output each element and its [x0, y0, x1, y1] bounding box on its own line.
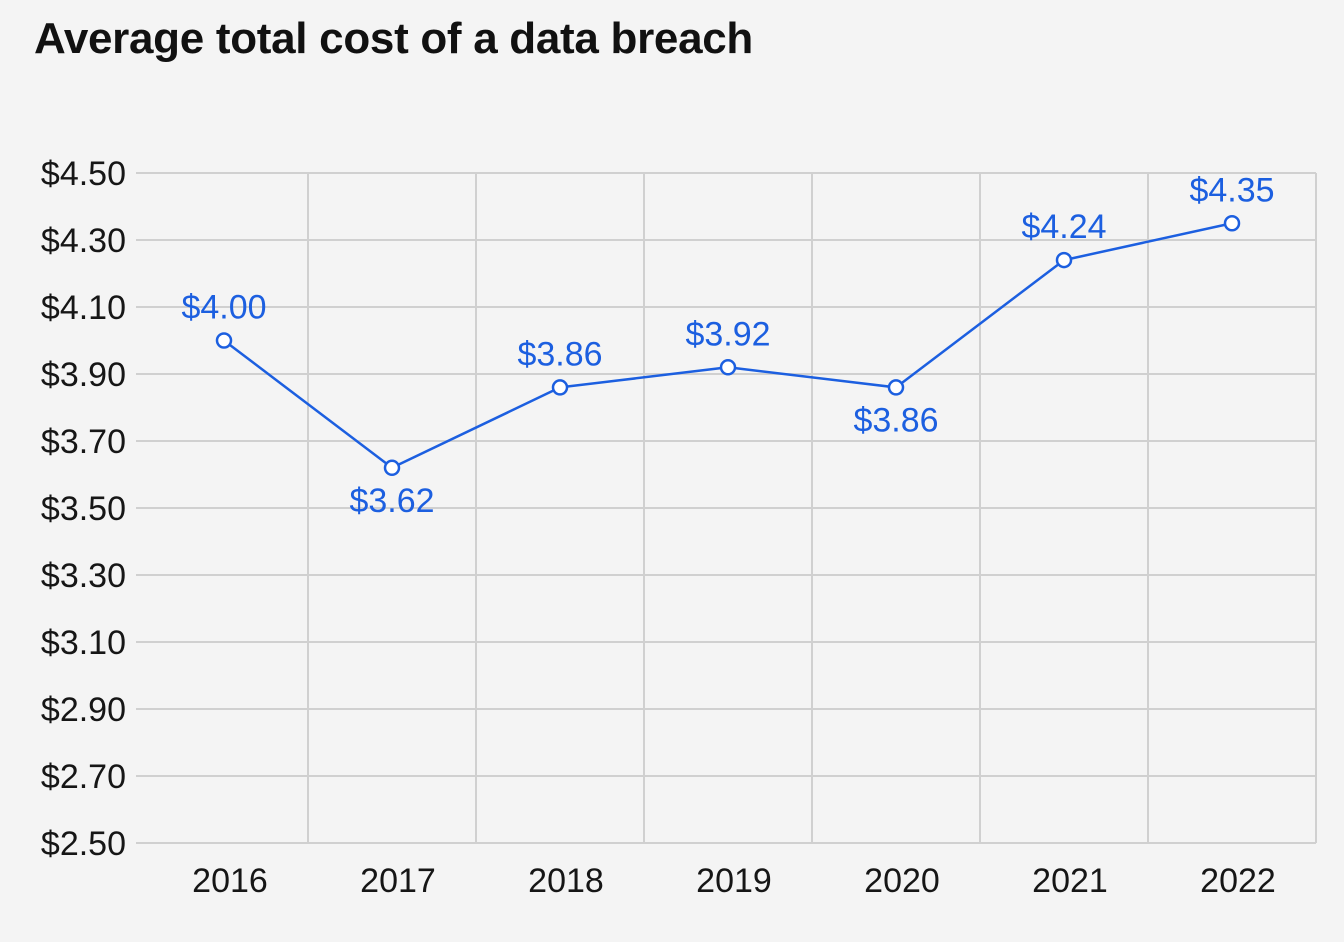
data-labels: $4.00 $3.62 $3.86 $3.92 $3.86 $4.24 $4.35 — [181, 171, 1274, 520]
data-point — [1223, 215, 1241, 232]
y-tick-label: $4.30 — [41, 222, 126, 260]
y-tick-label: $3.70 — [41, 423, 126, 461]
x-tick-label: 2022 — [1200, 862, 1276, 900]
series-line-group — [215, 215, 1241, 477]
y-axis: $4.50 $4.30 $4.10 $3.90 $3.70 $3.50 $3.30 $3.10… — [41, 155, 126, 863]
y-tick-label: $3.30 — [41, 557, 126, 595]
data-label: $3.92 — [685, 315, 770, 353]
data-point — [719, 359, 737, 376]
y-tick-label: $3.90 — [41, 356, 126, 394]
x-tick-label: 2019 — [696, 862, 772, 900]
x-axis: 2016 2017 2018 2019 2020 2021 2022 — [192, 862, 1276, 900]
x-tick-label: 2021 — [1032, 862, 1108, 900]
x-tick-label: 2016 — [192, 862, 268, 900]
data-label: $3.86 — [853, 401, 938, 439]
grid-lines — [136, 172, 1317, 844]
data-point — [551, 379, 569, 396]
y-tick-label: $3.50 — [41, 490, 126, 528]
data-label: $4.35 — [1189, 171, 1274, 209]
data-label: $3.62 — [349, 482, 434, 520]
data-label: $3.86 — [517, 335, 602, 373]
data-point — [1055, 251, 1073, 269]
data-label: $4.24 — [1021, 208, 1106, 246]
x-tick-label: 2018 — [528, 862, 604, 900]
chart-title: Average total cost of a data breach — [34, 14, 753, 63]
y-tick-label: $4.10 — [41, 289, 126, 327]
y-tick-label: $2.70 — [41, 758, 126, 796]
y-tick-label: $2.50 — [41, 825, 126, 863]
x-tick-label: 2020 — [864, 862, 940, 900]
data-point — [383, 459, 401, 477]
data-point — [215, 332, 233, 349]
data-label: $4.00 — [181, 289, 266, 327]
x-tick-label: 2017 — [360, 862, 436, 900]
y-tick-label: $4.50 — [41, 155, 126, 193]
y-tick-label: $3.10 — [41, 624, 126, 662]
data-point — [887, 379, 905, 396]
y-tick-label: $2.90 — [41, 691, 126, 729]
